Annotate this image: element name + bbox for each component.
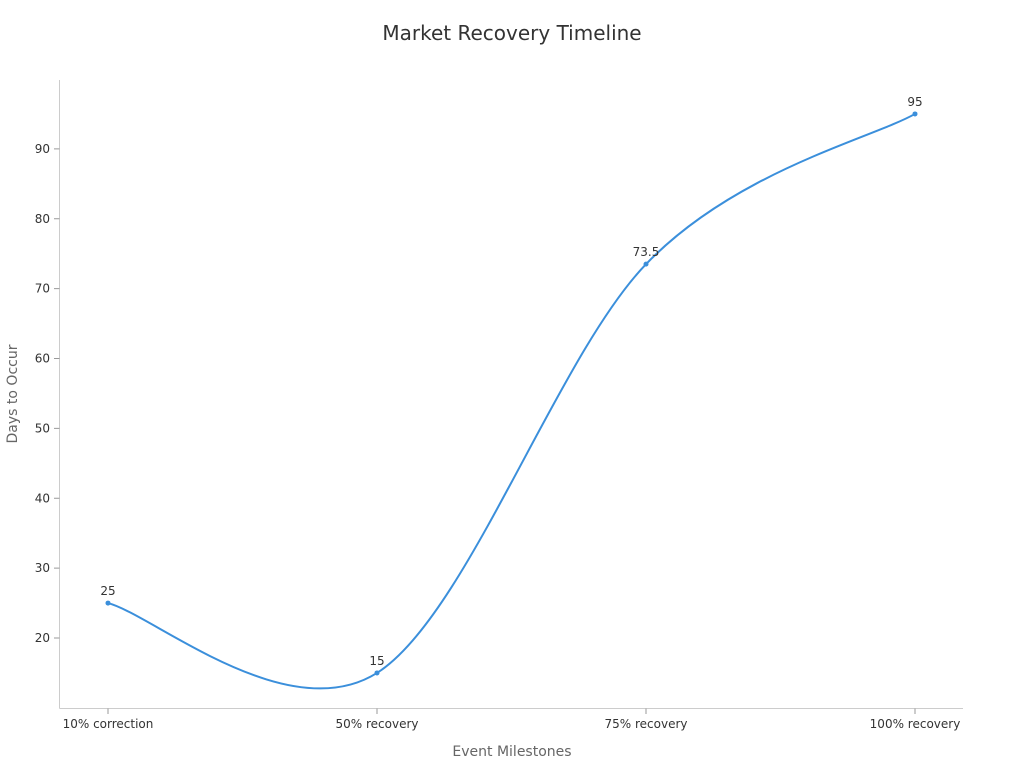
data-label: 15 — [369, 654, 384, 668]
x-axis: 10% correction 50% recovery 75% recovery 10… — [63, 708, 961, 731]
x-tick-label: 75% recovery — [605, 717, 688, 731]
data-labels: 25 15 73.5 95 — [100, 95, 922, 668]
x-tick-label: 100% recovery — [870, 717, 961, 731]
chart-title: Market Recovery Timeline — [382, 21, 641, 45]
data-point — [643, 261, 649, 267]
y-tick-label: 20 — [35, 631, 50, 645]
y-axis-title: Days to Occur — [5, 344, 21, 443]
y-tick-label: 90 — [35, 142, 50, 156]
x-axis-title: Event Milestones — [452, 744, 571, 760]
series-line — [107, 113, 916, 690]
x-tick-label: 10% correction — [63, 717, 154, 731]
data-label: 25 — [100, 584, 115, 598]
data-points — [105, 111, 918, 676]
x-tick-label: 50% recovery — [336, 717, 419, 731]
y-tick-label: 30 — [35, 561, 50, 575]
data-label: 73.5 — [633, 245, 660, 259]
y-tick-label: 40 — [35, 491, 50, 505]
y-tick-label: 60 — [35, 352, 50, 366]
data-point — [912, 111, 918, 117]
y-tick-label: 70 — [35, 282, 50, 296]
data-label: 95 — [907, 95, 922, 109]
y-tick-label: 50 — [35, 421, 50, 435]
data-point — [374, 670, 380, 676]
data-point — [105, 600, 111, 606]
y-tick-label: 80 — [35, 212, 50, 226]
y-axis: 20 30 40 50 60 70 80 90 — [35, 142, 60, 645]
